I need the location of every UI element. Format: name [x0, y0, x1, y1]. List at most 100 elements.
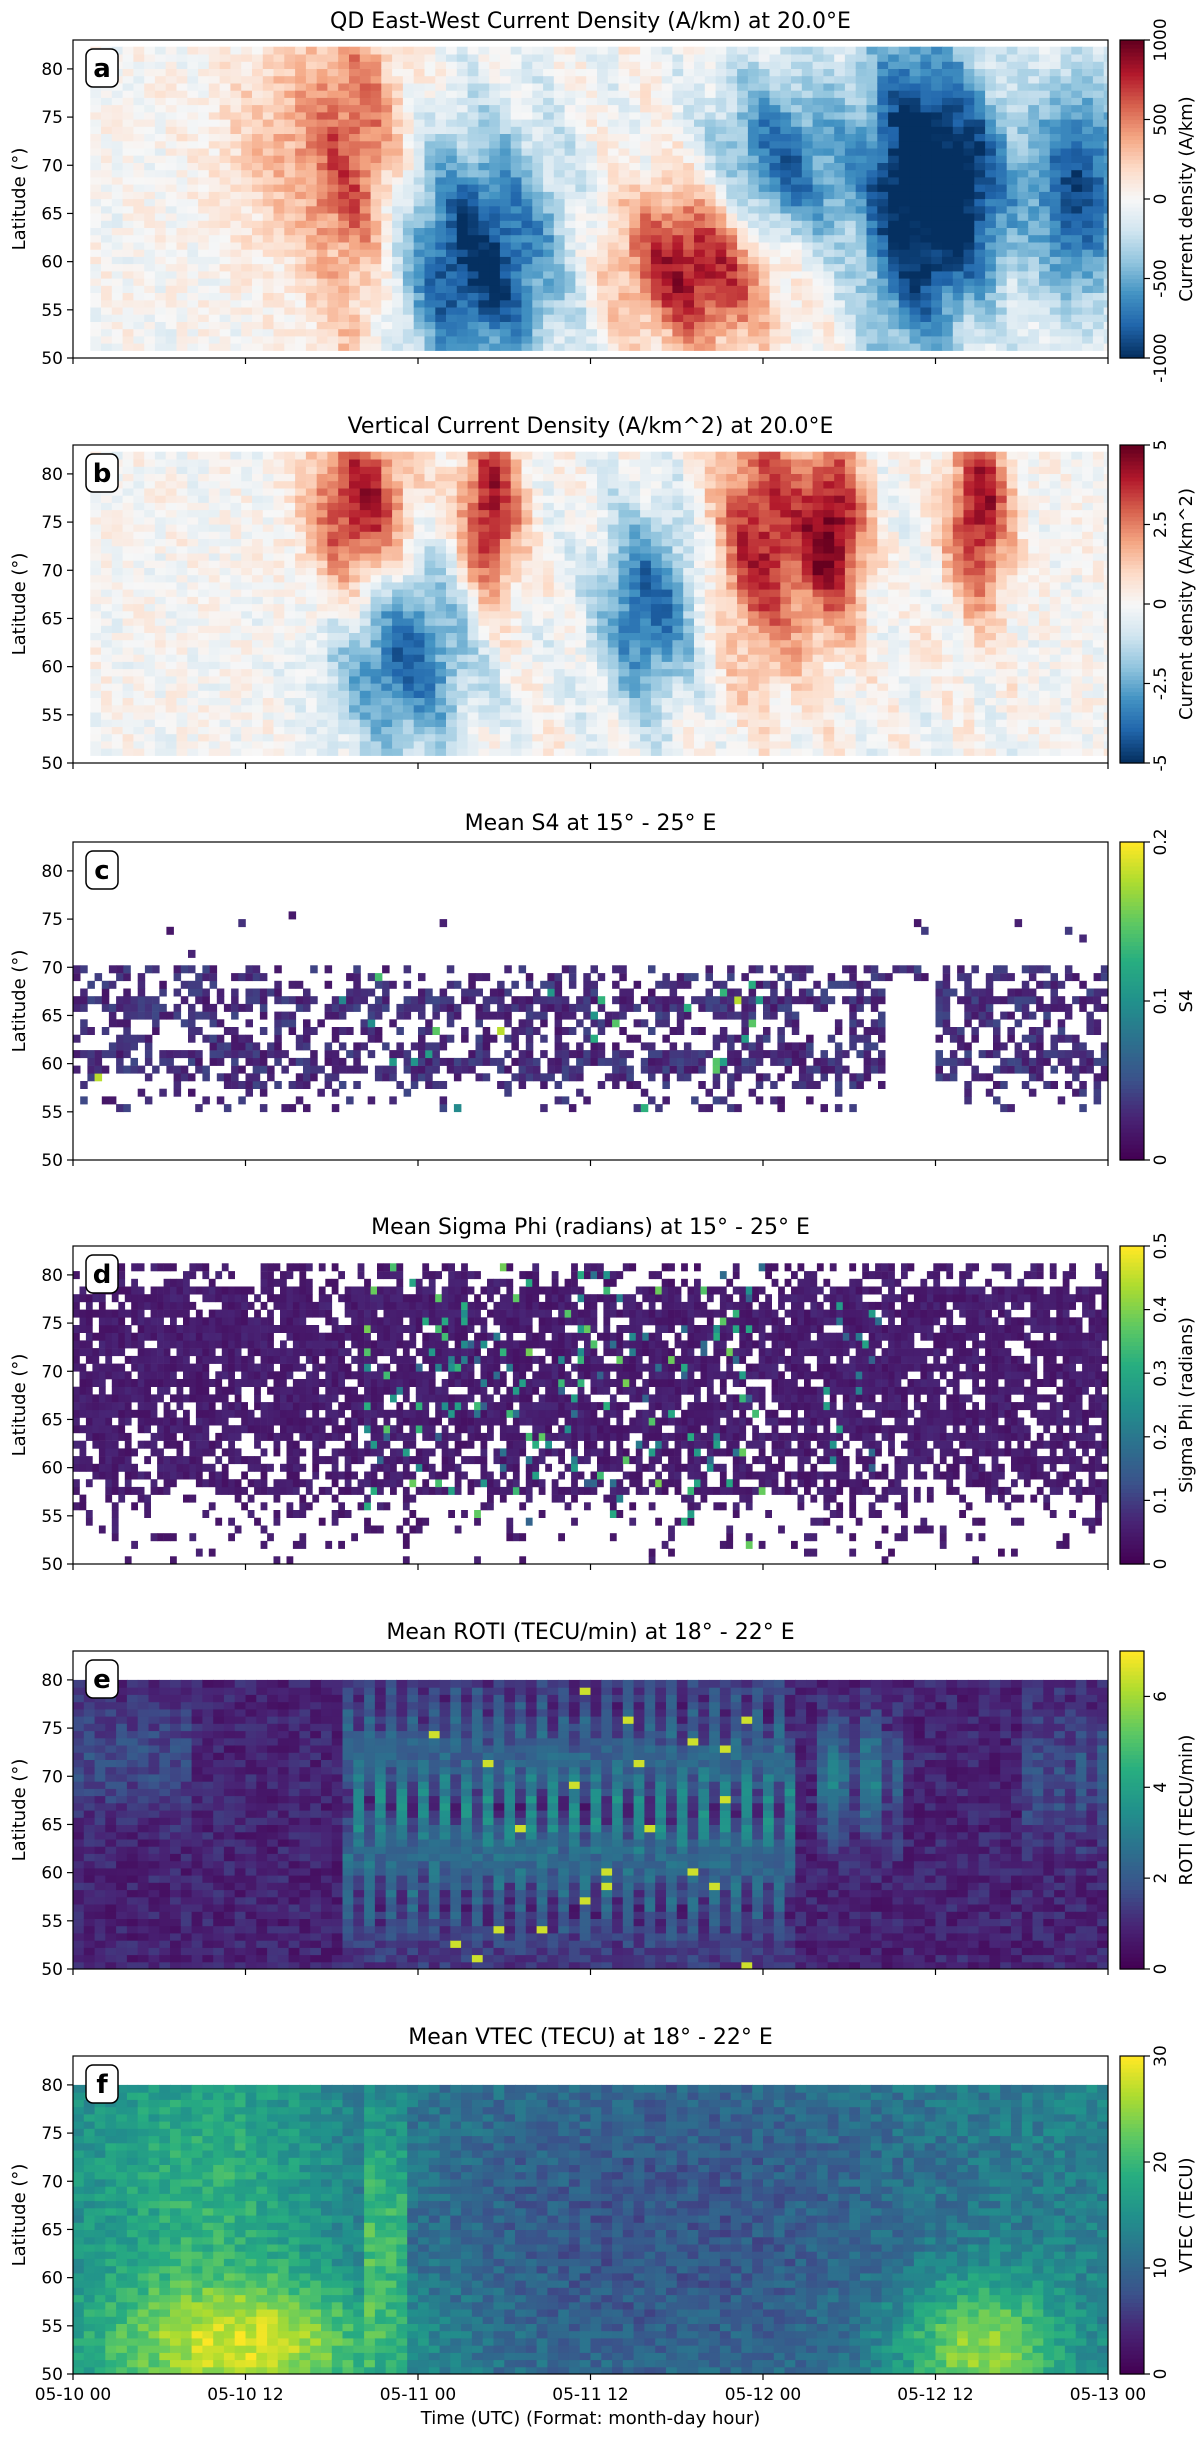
- y-tick-label: 70: [41, 1767, 63, 1787]
- panel-title: Mean VTEC (TECU) at 18° - 22° E: [408, 2025, 773, 2050]
- y-tick-label: 50: [41, 1151, 63, 1171]
- colorbar-tick-label: 2: [1151, 1873, 1171, 1884]
- y-axis-label: Latitude (°): [9, 1759, 30, 1862]
- colorbar-label: Current density (A/km): [1176, 96, 1197, 301]
- y-tick-label: 50: [41, 1555, 63, 1575]
- x-axis-label: Time (UTC) (Format: month-day hour): [420, 2408, 760, 2429]
- colorbar-tick-label: -5: [1151, 755, 1171, 772]
- panel-b: Vertical Current Density (A/km^2) at 20.…: [9, 414, 1197, 774]
- x-tick-label: 05-10 12: [207, 2385, 283, 2405]
- y-tick-label: 75: [41, 2124, 63, 2144]
- y-axis-label: Latitude (°): [9, 950, 30, 1053]
- colorbar-tick-label: 30: [1151, 2045, 1171, 2067]
- y-tick-label: 80: [41, 862, 63, 882]
- y-tick-label: 65: [41, 204, 63, 224]
- y-tick-label: 70: [41, 958, 63, 978]
- y-tick-label: 70: [41, 561, 63, 581]
- y-axis-label: Latitude (°): [9, 2164, 30, 2267]
- colorbar-tick-label: 500: [1151, 103, 1171, 135]
- colorbar-tick-label: 0.1: [1151, 1487, 1171, 1514]
- heatmap-cells: [73, 2085, 1109, 2375]
- y-tick-label: 55: [41, 301, 63, 321]
- y-tick-label: 60: [41, 2269, 63, 2289]
- panel-a: QD East-West Current Density (A/km) at 2…: [9, 9, 1197, 383]
- y-tick-label: 50: [41, 1960, 63, 1980]
- y-tick-label: 75: [41, 910, 63, 930]
- y-tick-label: 80: [41, 2076, 63, 2096]
- colorbar-tick-label: 5: [1151, 440, 1171, 451]
- colorbar-tick-label: -500: [1151, 259, 1171, 298]
- y-tick-label: 75: [41, 513, 63, 533]
- colorbar-tick-label: 0.2: [1151, 1423, 1171, 1450]
- panel-title: Vertical Current Density (A/km^2) at 20.…: [348, 414, 834, 439]
- y-tick-label: 80: [41, 1671, 63, 1691]
- y-axis-label: Latitude (°): [9, 148, 30, 251]
- colorbar-tick-label: 10: [1151, 2257, 1171, 2279]
- colorbar-tick-label: 0.2: [1151, 828, 1171, 855]
- panel-letter-a: a: [86, 49, 118, 87]
- colorbar-label: Current density (A/km^2): [1176, 488, 1197, 720]
- y-tick-label: 60: [41, 658, 63, 678]
- panel-letter-b: b: [86, 454, 118, 492]
- colorbar-tick-label: 0.3: [1151, 1360, 1171, 1387]
- colorbar-tick-label: 0.1: [1151, 987, 1171, 1014]
- colorbar-tick-label: 0: [1151, 2369, 1171, 2380]
- y-tick-label: 60: [41, 1864, 63, 1884]
- x-tick-label: 05-11 12: [552, 2385, 628, 2405]
- y-tick-label: 80: [41, 60, 63, 80]
- heatmap-cells: [90, 47, 1115, 351]
- y-tick-label: 55: [41, 1507, 63, 1527]
- colorbar-tick-label: 0: [1151, 1964, 1171, 1975]
- y-tick-label: 70: [41, 1362, 63, 1382]
- panel-letter-f: f: [86, 2065, 118, 2103]
- heatmap-cells: [73, 1680, 1109, 1970]
- colorbar-tick-label: -1000: [1151, 333, 1171, 382]
- y-tick-label: 65: [41, 609, 63, 629]
- colorbar-tick-label: 0.4: [1151, 1296, 1171, 1323]
- y-tick-label: 70: [41, 156, 63, 176]
- colorbar-tick-label: 0: [1151, 1155, 1171, 1166]
- colorbar-c: 0 0.1 0.2 S4: [1120, 828, 1197, 1165]
- x-tick-label: 05-11 00: [380, 2385, 456, 2405]
- panel-letter-e: e: [86, 1660, 118, 1698]
- heatmap-cells: [90, 452, 1115, 756]
- y-tick-label: 65: [41, 1006, 63, 1026]
- y-tick-label: 50: [41, 349, 63, 369]
- panel-letter-d: d: [86, 1255, 118, 1293]
- x-tick-label: 05-13 00: [1070, 2385, 1146, 2405]
- y-tick-label: 55: [41, 1103, 63, 1123]
- colorbar-label: Sigma Phi (radians): [1176, 1317, 1197, 1493]
- colorbar-tick-label: 2.5: [1151, 511, 1171, 538]
- y-tick-label: 55: [41, 706, 63, 726]
- y-axis-label: Latitude (°): [9, 553, 30, 656]
- y-tick-label: 70: [41, 2172, 63, 2192]
- y-tick-label: 75: [41, 1719, 63, 1739]
- panel-title: QD East-West Current Density (A/km) at 2…: [330, 9, 851, 34]
- panel-c: Mean S4 at 15° - 25° E 50 55 60 65 70 75 80 Lati…: [9, 811, 1197, 1171]
- y-tick-label: 80: [41, 465, 63, 485]
- y-tick-label: 60: [41, 253, 63, 273]
- x-tick-label: 05-12 00: [725, 2385, 801, 2405]
- y-tick-label: 60: [41, 1055, 63, 1075]
- colorbar-tick-label: 1000: [1151, 18, 1171, 61]
- y-tick-label: 55: [41, 2317, 63, 2337]
- y-tick-label: 65: [41, 1410, 63, 1430]
- x-tick-label: 05-10 00: [35, 2385, 111, 2405]
- colorbar-label: S4: [1176, 990, 1197, 1013]
- y-tick-label: 50: [41, 754, 63, 774]
- svg-text:a: a: [93, 54, 111, 84]
- y-axis-label: Latitude (°): [9, 1354, 30, 1457]
- panel-title: Mean S4 at 15° - 25° E: [465, 811, 717, 836]
- panel-f: Mean VTEC (TECU) at 18° - 22° E505560657…: [9, 2025, 1197, 2405]
- y-tick-label: 60: [41, 1459, 63, 1479]
- colorbar-tick-label: 0: [1151, 1559, 1171, 1570]
- colorbar-label: ROTI (TECU/min): [1176, 1735, 1197, 1886]
- x-tick-label: 05-12 12: [897, 2385, 973, 2405]
- y-tick-label: 65: [41, 1815, 63, 1835]
